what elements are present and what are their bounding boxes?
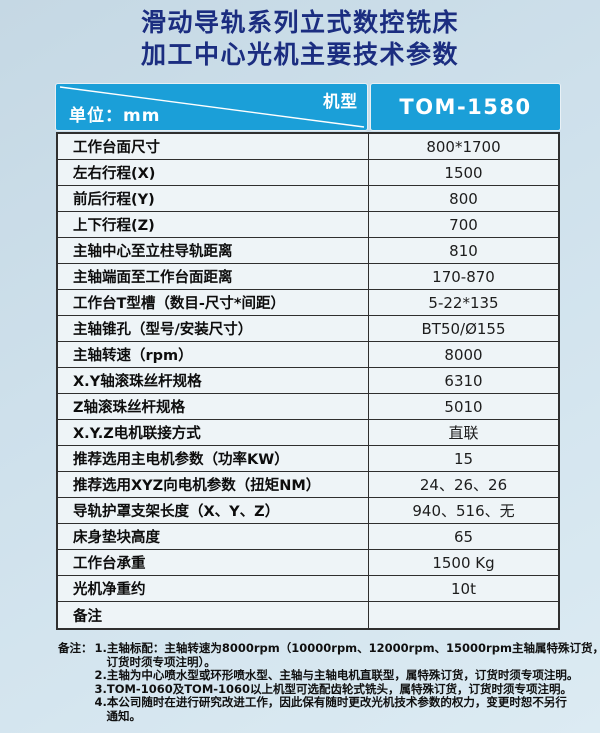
table-row: 主轴转速（rpm） 8000 [58,342,558,368]
spec-value: 24、26、26 [419,476,508,494]
diagonal-divider-line [59,86,365,128]
spec-label: 导轨护罩支架长度（X、Y、Z） [58,498,369,523]
table-row: X.Y轴滚珠丝杆规格 6310 [58,368,558,394]
spec-label: 主轴转速（rpm） [58,342,369,367]
spec-value: BT50/Ø155 [421,319,506,338]
spec-label: 推荐选用XYZ向电机参数（扭矩NM） [58,472,369,497]
footnote-line: 4.本公司随时在进行研究改进工作，因此保有随时更改光机技术参数的权力，变更时恕不… [94,696,567,709]
footnote-line: 通知。 [106,709,142,723]
table-row: 工作台面尺寸 800*1700 [58,134,558,160]
model-value: TOM-1580 [399,95,532,119]
table-row: 床身垫块高度 65 [58,524,558,550]
spec-label: 前后行程(Y) [58,186,369,211]
spec-label: 主轴中心至立柱导轨距离 [58,238,369,263]
spec-value: 940、516、无 [412,502,515,520]
spec-label: X.Y.Z电机联接方式 [58,420,369,445]
spec-value: 5-22*135 [428,293,499,312]
table-row: 工作台承重 1500 Kg [58,550,558,576]
spec-value: 700 [449,215,478,234]
spec-value: 1500 Kg [432,553,495,572]
table-row: 工作台T型槽（数目-尺寸*间距） 5-22*135 [58,290,558,316]
header-model-label: 机型 [323,92,358,111]
page-title-line2: 加工中心光机主要技术参数 [140,40,459,69]
header-model-value-cell: TOM-1580 [371,84,560,130]
spec-value: 800 [449,189,478,208]
table-row: 主轴端面至工作台面距离 170-870 [58,264,558,290]
footnote-line: 1.主轴标配：主轴转速为8000rpm（10000rpm、12000rpm、15… [94,642,600,655]
page-title-line1: 滑动导轨系列立式数控铣床 [140,8,459,37]
spec-label: 备注 [58,602,369,628]
spec-label: 主轴端面至工作台面距离 [58,264,369,289]
spec-value: 6310 [444,371,483,390]
page-title: 滑动导轨系列立式数控铣床 加工中心光机主要技术参数 [0,7,600,71]
footnote-line: 订货时须专项注明）。 [106,655,216,669]
spec-value [369,602,558,628]
spec-value: 5010 [444,397,483,416]
table-row: 前后行程(Y) 800 [58,186,558,212]
spec-value: 800*1700 [426,137,501,156]
spec-label: 工作台T型槽（数目-尺寸*间距） [58,290,369,315]
footnotes-body: 1.主轴标配：主轴转速为8000rpm（10000rpm、12000rpm、15… [95,642,600,723]
spec-label: 床身垫块高度 [58,524,369,549]
spec-label: 工作台承重 [58,550,369,575]
spec-label: 左右行程(X) [58,160,369,185]
header-unit-label: 单位：mm [69,106,161,126]
spec-label: 推荐选用主电机参数（功率KW） [58,446,369,471]
table-row: 光机净重约 10t [58,576,558,602]
table-row: 导轨护罩支架长度（X、Y、Z） 940、516、无 [58,498,558,524]
spec-value: 1500 [444,163,483,182]
table-row: 备注 [58,602,558,628]
table-row: 推荐选用XYZ向电机参数（扭矩NM） 24、26、26 [58,472,558,498]
spec-table: 工作台面尺寸 800*1700 左右行程(X) 1500 前后行程(Y) 800… [56,132,560,630]
header-unit-model-cell: 机型 单位：mm [56,84,367,130]
table-row: 主轴锥孔（型号/安装尺寸） BT50/Ø155 [58,316,558,342]
table-row: X.Y.Z电机联接方式 直联 [58,420,558,446]
table-row: 主轴中心至立柱导轨距离 810 [58,238,558,264]
spec-label: Z轴滚珠丝杆规格 [58,394,369,419]
spec-label: 光机净重约 [58,576,369,601]
spec-value: 15 [453,449,474,468]
table-header: 机型 单位：mm TOM-1580 [56,84,560,130]
spec-label: 工作台面尺寸 [58,134,369,159]
spec-value: 10t [451,579,476,598]
table-row: 左右行程(X) 1500 [58,160,558,186]
footnote-line: 3.TOM-1060及TOM-1060以上机型可选配齿轮式铣头，属特殊订货，订货… [94,682,573,696]
footnote-line: 2.主轴为中心喷水型或环形喷水型、主轴与主轴电机直联型，属特殊订货，订货时须专项… [94,669,579,682]
footnotes: 备注： 1.主轴标配：主轴转速为8000rpm（10000rpm、12000rp… [58,641,600,723]
spec-label: 主轴锥孔（型号/安装尺寸） [58,316,369,341]
table-row: 推荐选用主电机参数（功率KW） 15 [58,446,558,472]
table-row: 上下行程(Z) 700 [58,212,558,238]
spec-value: 65 [453,527,474,546]
spec-label: 上下行程(Z) [58,212,369,237]
spec-value: 8000 [444,345,483,364]
spec-value: 170-870 [432,267,495,286]
footnotes-label: 备注： [58,641,93,655]
spec-label: X.Y轴滚珠丝杆规格 [58,368,369,393]
spec-value: 810 [449,241,478,260]
table-row: Z轴滚珠丝杆规格 5010 [58,394,558,420]
spec-value: 直联 [448,424,479,442]
